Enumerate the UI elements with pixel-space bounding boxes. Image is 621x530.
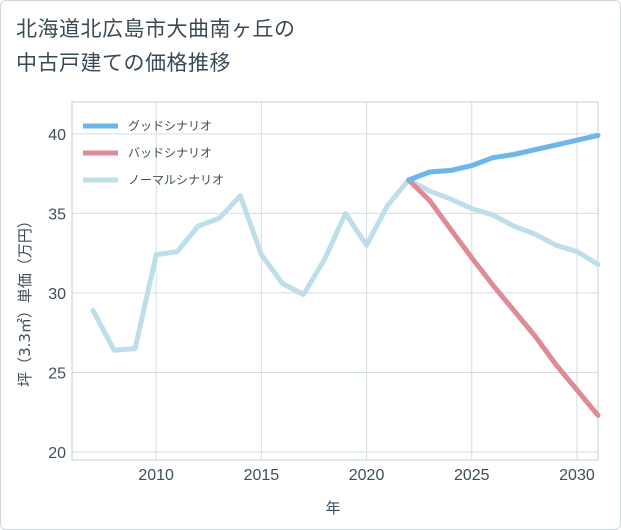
y-tick-label: 30 — [48, 286, 66, 303]
x-tick-label: 2010 — [138, 467, 174, 484]
series-line-good-scenario — [406, 132, 601, 183]
x-tick-label: 2020 — [349, 467, 385, 484]
x-tick-label: 2015 — [244, 467, 280, 484]
y-tick-label: 35 — [48, 206, 66, 223]
y-tick-label: 20 — [48, 445, 66, 462]
series-line-normal-scenario — [90, 177, 601, 353]
series-lines — [90, 132, 601, 418]
legend-label-good-scenario: グッドシナリオ — [128, 119, 212, 133]
legend-label-bad-scenario: バッドシナリオ — [128, 146, 212, 160]
x-tick-label: 2030 — [559, 467, 595, 484]
grid-lines — [72, 102, 598, 460]
y-axis-ticks: 20 25 30 35 40 — [48, 127, 66, 462]
chart-title: 北海道北広島市大曲南ヶ丘の 中古戸建ての価格推移 — [16, 12, 606, 80]
legend-label-normal-scenario: ノーマルシナリオ — [128, 173, 224, 187]
y-tick-label: 25 — [48, 365, 66, 382]
x-tick-label: 2025 — [454, 467, 490, 484]
series-line-bad-scenario — [406, 177, 601, 418]
plot-area-border — [71, 101, 599, 461]
y-tick-label: 40 — [48, 127, 66, 144]
x-axis-ticks: 2010 2015 2020 2025 2030 — [138, 467, 594, 484]
chart-title-line-2: 中古戸建ての価格推移 — [16, 51, 231, 75]
y-axis-label: 坪（3.3㎡）単価（万円） — [16, 213, 34, 387]
x-axis-label: 年 — [325, 499, 340, 517]
chart-title-line-1: 北海道北広島市大曲南ヶ丘の — [16, 17, 296, 41]
